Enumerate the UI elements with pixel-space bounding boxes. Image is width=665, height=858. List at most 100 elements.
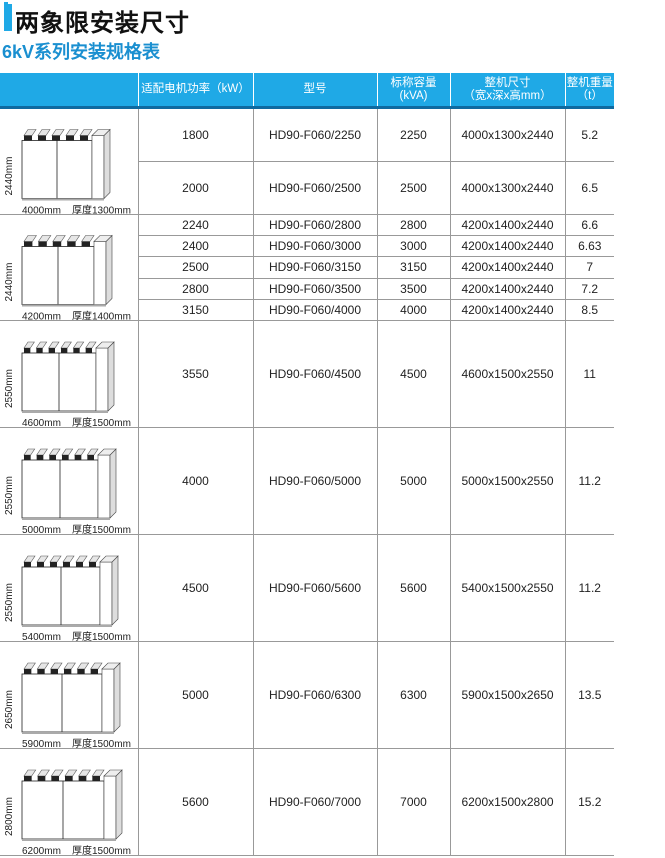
table-header: 适配电机功率（kW） 型号 标称容量 (kVA) 整机尺寸 （宽x深x高mm） 整机重量 （t… [0,73,614,109]
table-row: 2550mm 5000mm 厚度1500mm 4000 HD90-F060/5000 50… [0,427,614,535]
model-cell: HD90-F060/3000 [252,235,377,258]
table-row: 2000 HD90-F060/2500 2500 4000x1300x2440 6.5 [0,161,614,215]
table-row: 2800 HD90-F060/3500 3500 4200x1400x2440 7.2 [0,278,614,300]
cabinet-diagram: 2440mm 4000mm 厚度1300mm [4,128,131,215]
model-cell: HD90-F060/4500 [252,320,377,428]
power-cell: 1800 [137,107,253,162]
weight-cell: 7 [564,256,614,279]
depth-label: 厚度1500mm [72,844,131,855]
width-label: 5000mm [22,525,61,534]
size-cell: 4000x1300x2440 [449,161,565,215]
cabinet-diagram: 2550mm 5400mm 厚度1500mm [4,555,131,641]
model-cell: HD90-F060/4000 [252,299,377,322]
table-row: 2500 HD90-F060/3150 3150 4200x1400x2440 7 [0,256,614,279]
table-row: 2440mm 4000mm 厚度1300mm 1800 HD90-F060/2250 22… [0,107,614,215]
capacity-cell: 2800 [376,214,450,237]
capacity-cell: 3500 [376,278,450,300]
depth-label: 厚度1300mm [72,204,131,215]
width-label: 4000mm [22,206,61,215]
weight-cell: 11.2 [564,427,614,535]
capacity-cell: 4500 [376,320,450,428]
cabinet-diagram: 2650mm 5900mm 厚度1500mm [4,662,131,748]
cabinet-cell: 2550mm 5000mm 厚度1500mm [0,427,138,535]
power-cell: 5000 [137,641,253,749]
column-header: 适配电机功率（kW） [137,73,253,109]
height-label: 2800mm [4,797,15,836]
column-header: 整机重量 （t） [564,73,614,109]
size-cell: 4200x1400x2440 [449,299,565,322]
model-cell: HD90-F060/3150 [252,256,377,279]
capacity-cell: 6300 [376,641,450,749]
cabinet-diagram: 2440mm 4200mm 厚度1400mm [4,234,131,321]
size-cell: 5400x1500x2550 [449,534,565,642]
height-label: 2440mm [4,157,15,196]
table-row: 2650mm 5900mm 厚度1500mm 5000 HD90-F060/6300 63… [0,641,614,749]
cabinet-diagram: 2550mm 4600mm 厚度1500mm [4,341,131,427]
weight-cell: 5.2 [564,107,614,162]
size-cell: 6200x1500x2800 [449,748,565,856]
weight-cell: 8.5 [564,299,614,322]
width-label: 4600mm [22,418,61,427]
size-cell: 4200x1400x2440 [449,278,565,300]
model-cell: HD90-F060/2250 [252,107,377,162]
width-label: 5900mm [22,739,61,748]
title-accent-bar [4,4,12,31]
model-cell: HD90-F060/3500 [252,278,377,300]
weight-cell: 11 [564,320,614,428]
capacity-cell: 3000 [376,235,450,258]
height-label: 2650mm [4,690,15,729]
size-cell: 4200x1400x2440 [449,256,565,279]
column-header: 标称容量 (kVA) [376,73,450,109]
model-cell: HD90-F060/5600 [252,534,377,642]
depth-label: 厚度1500mm [72,416,131,427]
capacity-cell: 2500 [376,161,450,215]
weight-cell: 11.2 [564,534,614,642]
width-label: 4200mm [22,312,61,321]
weight-cell: 13.5 [564,641,614,749]
size-cell: 4200x1400x2440 [449,214,565,237]
table-row: 2440mm 4200mm 厚度1400mm 2240 HD90-F060/2800 28… [0,214,614,321]
size-cell: 4600x1500x2550 [449,320,565,428]
cabinet-cell: 2550mm 5400mm 厚度1500mm [0,534,138,642]
spec-table: 适配电机功率（kW） 型号 标称容量 (kVA) 整机尺寸 （宽x深x高mm） 整机重量 （t… [0,73,614,856]
column-header [0,73,138,109]
size-cell: 5000x1500x2550 [449,427,565,535]
size-cell: 4000x1300x2440 [449,107,565,162]
height-label: 2550mm [4,476,15,515]
table-row: 2550mm 4600mm 厚度1500mm 3550 HD90-F060/4500 45… [0,320,614,428]
model-cell: HD90-F060/5000 [252,427,377,535]
model-cell: HD90-F060/2800 [252,214,377,237]
cabinet-cell: 2650mm 5900mm 厚度1500mm [0,641,138,749]
cabinet-cell: 2440mm 4200mm 厚度1400mm [0,214,138,321]
table-row: 2800mm 6200mm 厚度1500mm 5600 HD90-F060/7000 70… [0,748,614,856]
capacity-cell: 4000 [376,299,450,322]
cabinet-cell: 2800mm 6200mm 厚度1500mm [0,748,138,856]
height-label: 2440mm [4,263,15,302]
width-label: 5400mm [22,632,61,641]
table-title: 6kV系列安装规格表 [2,42,161,62]
column-header: 整机尺寸 （宽x深x高mm） [449,73,565,109]
depth-label: 厚度1400mm [72,310,131,321]
page-title: 两象限安装尺寸 [15,10,190,37]
depth-label: 厚度1500mm [72,523,131,534]
power-cell: 4000 [137,427,253,535]
model-cell: HD90-F060/7000 [252,748,377,856]
width-label: 6200mm [22,846,61,855]
weight-cell: 7.2 [564,278,614,300]
power-cell: 2800 [137,278,253,300]
cabinet-cell: 2550mm 4600mm 厚度1500mm [0,320,138,428]
column-header: 型号 [252,73,377,109]
power-cell: 2000 [137,161,253,215]
table-row: 3150 HD90-F060/4000 4000 4200x1400x2440 8.5 [0,299,614,322]
weight-cell: 6.6 [564,214,614,237]
cabinet-cell: 2440mm 4000mm 厚度1300mm [0,107,138,215]
power-cell: 4500 [137,534,253,642]
depth-label: 厚度1500mm [72,630,131,641]
table-row: 2550mm 5400mm 厚度1500mm 4500 HD90-F060/5600 56… [0,534,614,642]
height-label: 2550mm [4,369,15,408]
weight-cell: 6.63 [564,235,614,258]
cabinet-diagram: 2800mm 6200mm 厚度1500mm [4,769,131,855]
power-cell: 5600 [137,748,253,856]
power-cell: 2400 [137,235,253,258]
weight-cell: 6.5 [564,161,614,215]
